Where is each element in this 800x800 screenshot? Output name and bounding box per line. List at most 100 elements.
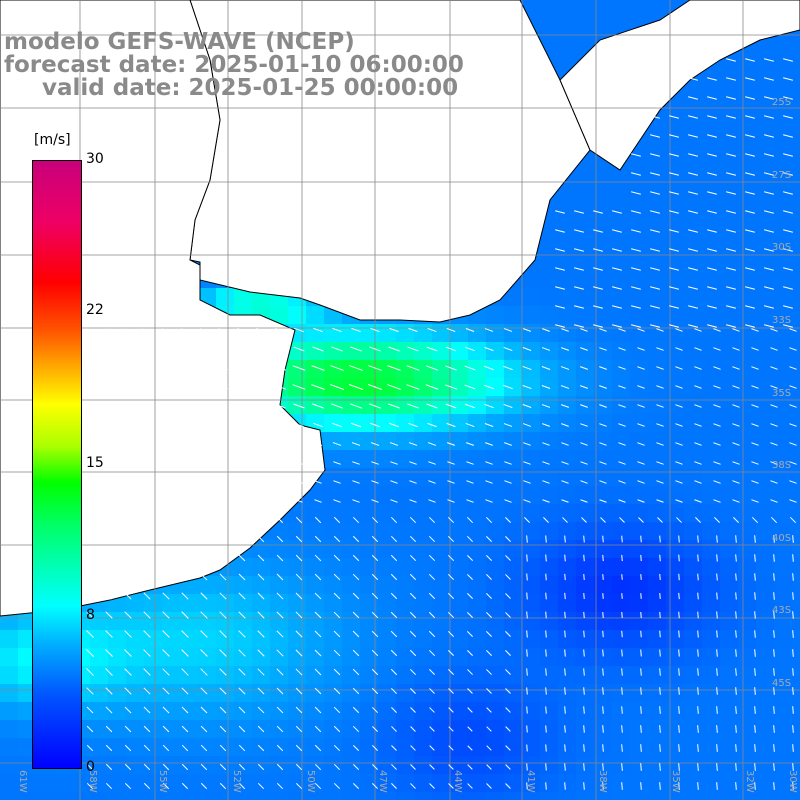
wind-arrow (713, 423, 721, 427)
speed-cell (216, 288, 234, 306)
wind-arrow (678, 763, 680, 771)
wind-arrow (311, 384, 325, 390)
speed-cell (486, 306, 504, 324)
speed-cell (630, 684, 648, 702)
speed-cell (702, 486, 720, 504)
wind-arrow (276, 706, 284, 714)
speed-cell (144, 666, 162, 684)
wind-arrow (564, 535, 566, 543)
speed-cell (126, 702, 144, 720)
speed-cell (792, 756, 800, 774)
speed-cell (684, 324, 702, 342)
wind-arrow (678, 668, 680, 676)
wind-arrow (713, 404, 721, 408)
speed-cell (648, 630, 666, 648)
wind-arrow (770, 385, 778, 389)
wind-arrow (371, 630, 379, 638)
speed-cell (90, 684, 108, 702)
speed-cell (612, 738, 630, 756)
speed-cell (630, 288, 648, 306)
wind-arrow (789, 461, 797, 465)
speed-cell (180, 594, 198, 612)
speed-cell (666, 738, 684, 756)
wind-arrow (694, 347, 702, 351)
wind-arrow (486, 745, 492, 751)
wind-arrow (409, 480, 417, 484)
speed-cell (594, 558, 612, 576)
speed-cell (468, 504, 486, 522)
wind-arrow (162, 423, 170, 427)
wind-arrow (783, 286, 793, 290)
speed-cell (738, 360, 756, 378)
speed-cell (180, 792, 198, 800)
wind-arrow (238, 649, 246, 657)
wind-arrow (745, 191, 755, 195)
wind-arrow (659, 706, 661, 714)
wind-arrow (505, 593, 511, 599)
speed-cell (252, 576, 270, 594)
wind-arrow (789, 442, 797, 446)
speed-cell (720, 108, 738, 126)
speed-cell (90, 702, 108, 720)
wind-arrow (574, 286, 584, 290)
wind-arrow (599, 347, 607, 351)
wind-arrow (181, 763, 189, 771)
speed-cell (792, 594, 800, 612)
speed-cell (468, 540, 486, 558)
speed-cell (360, 432, 378, 450)
speed-cell (504, 648, 522, 666)
wind-arrow (637, 404, 645, 408)
wind-arrow (199, 365, 209, 371)
speed-cell (558, 468, 576, 486)
speed-cell (666, 360, 684, 378)
speed-cell (774, 612, 792, 630)
wind-arrow (142, 385, 152, 389)
speed-cell (378, 720, 396, 738)
wind-arrow (526, 782, 528, 790)
speed-cell (558, 198, 576, 216)
wind-arrow (555, 267, 565, 271)
wind-arrow (650, 286, 660, 290)
speed-cell (414, 432, 432, 450)
speed-cell (612, 504, 630, 522)
wind-arrow (669, 191, 679, 195)
speed-cell (414, 702, 432, 720)
speed-cell (792, 702, 800, 720)
wind-arrow (447, 461, 455, 465)
wind-arrow (770, 516, 778, 524)
speed-cell (684, 252, 702, 270)
wind-arrow (333, 516, 341, 524)
wind-arrow (86, 706, 94, 714)
speed-cell (288, 360, 306, 378)
speed-cell (540, 234, 558, 252)
wind-arrow (545, 725, 547, 733)
wind-arrow (447, 499, 455, 503)
speed-cell (108, 648, 126, 666)
wind-arrow (410, 764, 416, 770)
speed-cell (558, 702, 576, 720)
speed-cell (684, 396, 702, 414)
speed-cell (396, 432, 414, 450)
wind-arrow (764, 286, 774, 290)
wind-arrow (669, 134, 679, 138)
speed-cell (702, 144, 720, 162)
wind-arrow (713, 347, 721, 351)
speed-cell (738, 162, 756, 180)
speed-cell (684, 630, 702, 648)
speed-cell (558, 414, 576, 432)
wind-arrow (162, 573, 170, 581)
wind-arrow (124, 706, 132, 714)
speed-cell (108, 792, 126, 800)
wind-arrow (105, 668, 113, 676)
speed-cell (738, 774, 756, 792)
speed-cell (756, 54, 774, 72)
wind-arrow (446, 442, 456, 446)
speed-cell (486, 576, 504, 594)
wind-arrow (276, 630, 284, 638)
speed-cell (774, 162, 792, 180)
wind-arrow (86, 744, 94, 752)
wind-arrow (295, 461, 303, 465)
wind-arrow (257, 668, 265, 676)
wind-arrow (542, 461, 550, 465)
speed-cell (234, 792, 252, 800)
